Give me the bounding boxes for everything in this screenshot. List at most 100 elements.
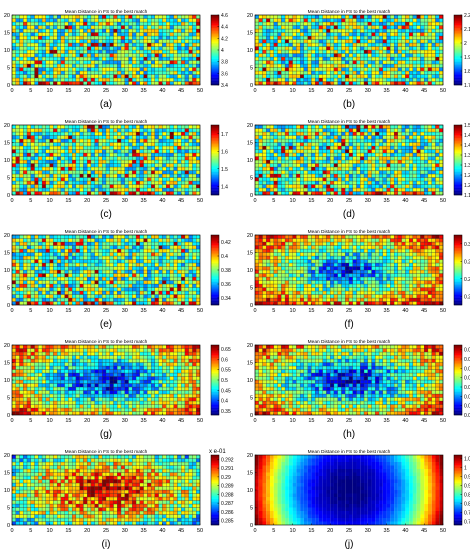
heatmap-cell — [258, 35, 263, 40]
heatmap-cell — [162, 49, 167, 54]
heatmap-cell — [120, 70, 125, 75]
heatmap-cell — [117, 145, 122, 150]
heatmap-cells — [254, 14, 444, 86]
heatmap-cell — [139, 283, 144, 288]
heatmap-cell — [409, 187, 414, 192]
heatmap-cell — [173, 149, 178, 154]
heatmap-cell — [326, 180, 331, 185]
heatmap-cell — [431, 14, 436, 19]
heatmap-cell — [45, 266, 50, 271]
heatmap-cell — [135, 177, 140, 182]
heatmap-cell — [19, 184, 24, 189]
heatmap-cell — [435, 74, 440, 79]
heatmap-cell — [345, 152, 350, 157]
heatmap-cell — [79, 67, 84, 72]
heatmap-cell — [162, 32, 167, 37]
colorbar-segment — [454, 174, 462, 177]
heatmap-cell — [311, 14, 316, 19]
heatmap-cell — [132, 276, 137, 281]
colorbar-box — [453, 14, 463, 86]
heatmap-cell — [326, 77, 331, 82]
heatmap-cell — [375, 81, 380, 86]
heatmap-cell — [181, 28, 186, 33]
heatmap-cell — [15, 74, 20, 79]
heatmap-cell — [34, 74, 39, 79]
heatmap-cell — [49, 135, 54, 140]
heatmap-cell — [75, 191, 80, 196]
heatmap-cell — [53, 32, 58, 37]
colorbar-segment — [454, 178, 462, 181]
x-tick-label: 50 — [197, 88, 203, 94]
heatmap-cell — [326, 49, 331, 54]
heatmap-cell — [166, 128, 171, 133]
heatmap-cell — [94, 81, 99, 86]
heatmap-cell — [90, 77, 95, 82]
heatmap-cell — [30, 145, 35, 150]
heatmap-cell — [345, 142, 350, 147]
heatmap-cell — [424, 32, 429, 37]
heatmap-cell — [196, 280, 201, 285]
heatmap-cell — [281, 56, 286, 61]
heatmap-cell — [41, 294, 46, 299]
heatmap-cell — [109, 266, 114, 271]
heatmap-cell — [15, 42, 20, 47]
heatmap-cell — [117, 280, 122, 285]
colorbar-segment — [211, 164, 219, 167]
heatmap-cell — [169, 283, 174, 288]
heatmap-cell — [23, 152, 28, 157]
heatmap-cell — [356, 128, 361, 133]
heatmap-cell — [87, 156, 92, 161]
heatmap-cell — [94, 273, 99, 278]
colorbar-segment — [454, 47, 462, 49]
heatmap-cell — [45, 63, 50, 68]
heatmap-cell — [30, 56, 35, 61]
heatmap-cell — [19, 287, 24, 292]
heatmap-cell — [90, 273, 95, 278]
heatmap-cell — [262, 60, 267, 65]
heatmap-cell — [60, 77, 65, 82]
heatmap-cell — [120, 159, 125, 164]
heatmap-cell — [333, 77, 338, 82]
colorbar-segment — [211, 152, 219, 155]
heatmap-cell — [303, 145, 308, 150]
heatmap-cell — [318, 63, 323, 68]
heatmap-cell — [330, 77, 335, 82]
heatmap-cell — [184, 290, 189, 295]
heatmap-cell — [34, 152, 39, 157]
heatmap-cell — [431, 166, 436, 171]
heatmap-cell — [363, 138, 368, 143]
heatmap-cell — [173, 290, 178, 295]
heatmap-cell — [393, 28, 399, 33]
heatmap-cell — [173, 156, 178, 161]
heatmap-cell — [277, 53, 282, 58]
heatmap-cell — [192, 180, 197, 185]
heatmap-cell — [277, 32, 282, 37]
heatmap-cell — [393, 173, 399, 178]
heatmap-cell — [412, 191, 417, 196]
heatmap-cell — [363, 25, 368, 30]
heatmap-cell — [269, 131, 274, 136]
heatmap-cell — [360, 149, 365, 154]
heatmap-cell — [120, 138, 125, 143]
heatmap-cell — [19, 35, 24, 40]
heatmap-cell — [30, 135, 35, 140]
heatmap-cell — [26, 32, 31, 37]
colorbar-tick-label: 2.1 — [464, 27, 470, 33]
heatmap-cell — [390, 81, 395, 86]
heatmap-cell — [19, 149, 24, 154]
heatmap-cell — [299, 131, 305, 136]
heatmap-cell — [34, 156, 39, 161]
heatmap-cell — [15, 32, 20, 37]
heatmap-cell — [113, 42, 118, 47]
heatmap-cell — [45, 184, 50, 189]
heatmap-cell — [15, 184, 20, 189]
heatmap-cell — [416, 138, 421, 143]
heatmap-cell — [124, 145, 129, 150]
heatmap-cell — [98, 173, 103, 178]
heatmap-cell — [192, 159, 197, 164]
heatmap-cell — [254, 53, 259, 58]
heatmap-cell — [269, 191, 274, 196]
heatmap-cell — [98, 35, 103, 40]
heatmap-cell — [277, 46, 282, 51]
heatmap-cell — [315, 28, 320, 33]
